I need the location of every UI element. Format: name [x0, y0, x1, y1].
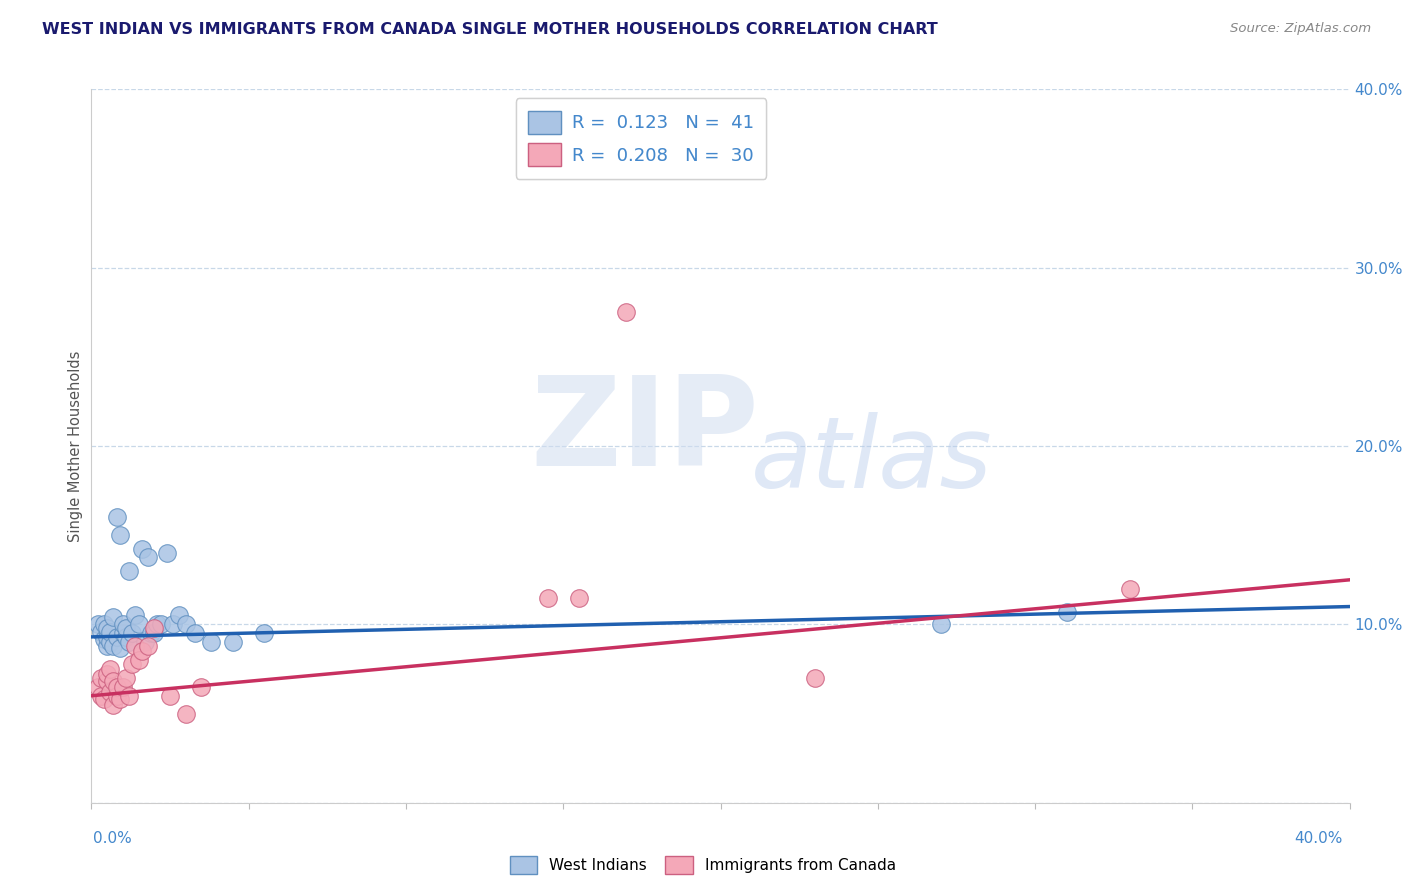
Point	[118, 689, 141, 703]
Text: WEST INDIAN VS IMMIGRANTS FROM CANADA SINGLE MOTHER HOUSEHOLDS CORRELATION CHART: WEST INDIAN VS IMMIGRANTS FROM CANADA SI…	[42, 22, 938, 37]
Point	[115, 621, 138, 635]
Point	[105, 510, 128, 524]
Point	[134, 635, 156, 649]
Point	[222, 635, 245, 649]
Point	[93, 617, 115, 632]
Point	[105, 689, 128, 703]
Point	[90, 689, 112, 703]
Point	[118, 635, 141, 649]
Point	[253, 626, 276, 640]
Point	[93, 692, 115, 706]
Point	[136, 549, 159, 564]
Legend: West Indians, Immigrants from Canada: West Indians, Immigrants from Canada	[503, 850, 903, 880]
Point	[105, 680, 128, 694]
Point	[98, 624, 121, 639]
Point	[146, 617, 169, 632]
Point	[174, 706, 197, 721]
Point	[111, 626, 134, 640]
Point	[86, 617, 108, 632]
Point	[128, 617, 150, 632]
Text: 0.0%: 0.0%	[93, 831, 132, 846]
Point	[156, 546, 179, 560]
Point	[115, 671, 138, 685]
Text: 40.0%: 40.0%	[1295, 831, 1343, 846]
Text: ZIP: ZIP	[530, 371, 759, 492]
Point	[1118, 582, 1140, 596]
Point	[121, 626, 143, 640]
Point	[98, 685, 121, 699]
Text: atlas: atlas	[751, 412, 993, 508]
Point	[108, 640, 131, 655]
Point	[105, 630, 128, 644]
Point	[200, 635, 222, 649]
Point	[115, 630, 138, 644]
Point	[108, 692, 131, 706]
Point	[143, 626, 166, 640]
Legend: R =  0.123   N =  41, R =  0.208   N =  30: R = 0.123 N = 41, R = 0.208 N = 30	[516, 98, 766, 179]
Point	[190, 680, 212, 694]
Point	[96, 667, 118, 681]
Point	[184, 626, 207, 640]
Point	[131, 542, 153, 557]
Point	[111, 680, 134, 694]
Point	[96, 639, 118, 653]
Point	[131, 644, 153, 658]
Point	[128, 653, 150, 667]
Point	[98, 635, 121, 649]
Point	[804, 671, 827, 685]
Point	[86, 680, 108, 694]
Point	[103, 639, 125, 653]
Point	[103, 674, 125, 689]
Point	[568, 591, 591, 605]
Point	[1056, 605, 1078, 619]
Point	[90, 624, 112, 639]
Point	[108, 528, 131, 542]
Point	[143, 621, 166, 635]
Point	[111, 617, 134, 632]
Point	[96, 674, 118, 689]
Point	[118, 564, 141, 578]
Point	[90, 671, 112, 685]
Point	[929, 617, 952, 632]
Point	[93, 632, 115, 646]
Point	[124, 608, 146, 623]
Point	[141, 626, 163, 640]
Point	[536, 591, 558, 605]
Y-axis label: Single Mother Households: Single Mother Households	[67, 351, 83, 541]
Point	[103, 610, 125, 624]
Point	[159, 689, 181, 703]
Point	[614, 305, 637, 319]
Point	[96, 630, 118, 644]
Point	[121, 657, 143, 671]
Point	[162, 617, 184, 632]
Point	[174, 617, 197, 632]
Point	[149, 617, 172, 632]
Point	[103, 698, 125, 712]
Point	[124, 639, 146, 653]
Point	[136, 639, 159, 653]
Point	[169, 608, 191, 623]
Point	[96, 621, 118, 635]
Point	[98, 662, 121, 676]
Text: Source: ZipAtlas.com: Source: ZipAtlas.com	[1230, 22, 1371, 36]
